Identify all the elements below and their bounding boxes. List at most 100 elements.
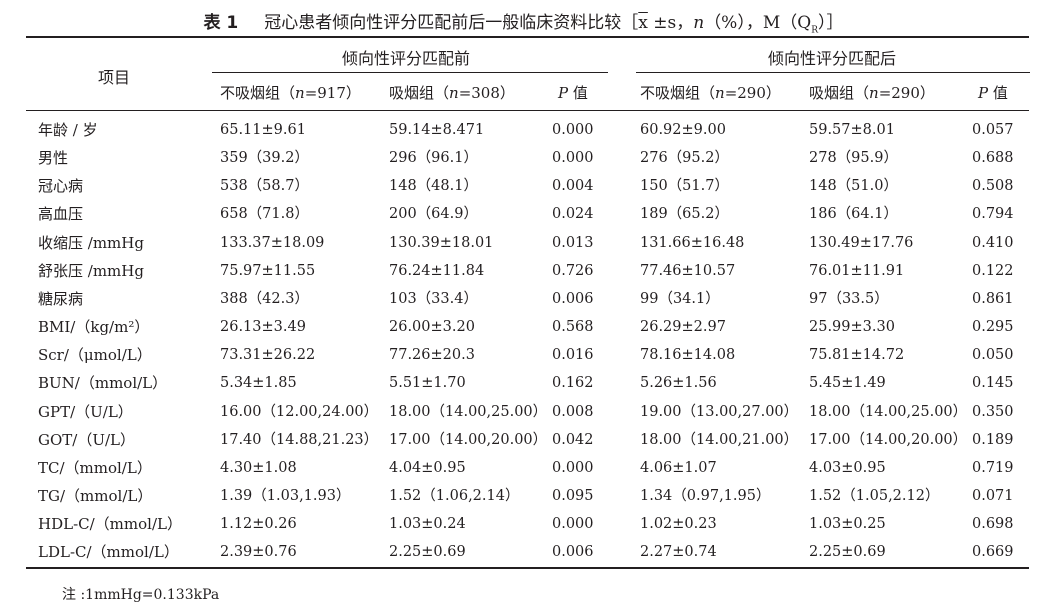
row-label: HDL-C/（mmol/L） xyxy=(38,515,182,534)
table-cell: 0.719 xyxy=(972,459,1014,476)
table-cell: 5.51±1.70 xyxy=(389,375,466,392)
column-header-italic: n xyxy=(449,84,459,102)
row-label: Scr/（μmol/L） xyxy=(38,346,152,365)
table-cell: 0.794 xyxy=(972,206,1014,223)
table-cell: 0.669 xyxy=(972,544,1014,561)
table-cell: 4.06±1.07 xyxy=(640,459,717,476)
table-cell: 1.02±0.23 xyxy=(640,516,717,533)
table-cell: 2.39±0.76 xyxy=(220,544,297,561)
row-label: 年龄 / 岁 xyxy=(38,121,98,139)
header-group-before: 倾向性评分匹配前 xyxy=(342,49,471,68)
row-label: BMI/（kg/m²） xyxy=(38,318,150,337)
table-cell: 200（64.9） xyxy=(389,206,478,223)
table-cell: 0.042 xyxy=(552,431,594,448)
table-cell: 0.095 xyxy=(552,487,594,504)
table-cell: 1.03±0.25 xyxy=(809,516,886,533)
column-header-italic: n xyxy=(869,84,879,102)
table-cell: 148（51.0） xyxy=(809,178,898,195)
table-cell: 0.000 xyxy=(552,150,594,167)
row-label: BUN/（mmol/L） xyxy=(38,374,168,393)
table-cell: 0.004 xyxy=(552,178,594,195)
table-cell: 17.40（14.88,21.23） xyxy=(220,431,379,448)
table-cell: 18.00（14.00,25.00） xyxy=(389,403,548,420)
table-cell: 0.295 xyxy=(972,319,1014,336)
table-cell: 5.45±1.49 xyxy=(809,375,886,392)
table-cell: 1.12±0.26 xyxy=(220,516,297,533)
column-header: P 值 xyxy=(978,82,1008,103)
table-cell: 5.26±1.56 xyxy=(640,375,717,392)
row-label: GPT/（U/L） xyxy=(38,402,133,421)
table-cell: 0.350 xyxy=(972,403,1014,420)
table-cell: 2.25±0.69 xyxy=(809,544,886,561)
table-cell: 359（39.2） xyxy=(220,150,309,167)
table-cell: 0.000 xyxy=(552,122,594,138)
table-cell: 2.27±0.74 xyxy=(640,544,717,561)
row-label: TC/（mmol/L） xyxy=(38,458,152,477)
table-cell: 25.99±3.30 xyxy=(809,319,895,336)
table-cell: 18.00（14.00,25.00） xyxy=(809,403,968,420)
table-cell: 130.39±18.01 xyxy=(389,234,494,251)
table-cell: 26.00±3.20 xyxy=(389,319,475,336)
table-cell: 17.00（14.00,20.00） xyxy=(389,431,548,448)
table-title: 冠心患者倾向性评分匹配前后一般临床资料比较［ xyxy=(264,13,639,33)
table-cell: 186（64.1） xyxy=(809,206,898,223)
table-cell: 73.31±26.22 xyxy=(220,347,316,364)
table-cell: 1.52（1.05,2.12） xyxy=(809,487,940,504)
table-cell: 103（33.4） xyxy=(389,290,478,307)
table-cell: 97（33.5） xyxy=(809,290,889,307)
table-cell: 77.46±10.57 xyxy=(640,262,736,279)
column-header-text: 不吸烟组（ xyxy=(640,84,716,102)
table-cell: 296（96.1） xyxy=(389,150,478,167)
column-header: 不吸烟组（n=290） xyxy=(640,82,781,103)
table-cell: 131.66±16.48 xyxy=(640,234,745,251)
table-cell: 0.006 xyxy=(552,544,594,561)
table-cell: 4.04±0.95 xyxy=(389,459,466,476)
table-note: 注 :1mmHg=0.133kPa xyxy=(62,587,220,603)
table-cell: 0.861 xyxy=(972,290,1014,307)
table-cell: 0.000 xyxy=(552,459,594,476)
table-cell: 148（48.1） xyxy=(389,178,478,195)
table-cell: 26.13±3.49 xyxy=(220,319,306,336)
row-label: 高血压 xyxy=(38,205,84,224)
formula-n: n xyxy=(693,13,705,33)
table-cell: 0.145 xyxy=(972,375,1014,392)
table-cell: 78.16±14.08 xyxy=(640,347,736,364)
column-header: 不吸烟组（n=917） xyxy=(220,82,361,103)
table-cell: 5.34±1.85 xyxy=(220,375,297,392)
table-cell: 19.00（13.00,27.00） xyxy=(640,403,799,420)
table-cell: 75.97±11.55 xyxy=(220,262,316,279)
table-cell: 130.49±17.76 xyxy=(809,234,914,251)
table-cell: 60.92±9.00 xyxy=(640,122,726,138)
column-header-text: =290） xyxy=(724,84,781,102)
table-cell: 76.24±11.84 xyxy=(389,262,485,279)
table-caption: 表 1 冠心患者倾向性评分匹配前后一般临床资料比较［x ±s，n（%），M（QR）… xyxy=(0,8,1047,35)
table-cell: 2.25±0.69 xyxy=(389,544,466,561)
table-cell: 0.508 xyxy=(972,178,1014,195)
header-item: 项目 xyxy=(98,68,131,87)
table-cell: 538（58.7） xyxy=(220,178,309,195)
table-cell: 59.57±8.01 xyxy=(809,122,895,138)
column-header-text: =308） xyxy=(458,84,515,102)
table-cell: 133.37±18.09 xyxy=(220,234,325,251)
header-bottom-rule xyxy=(26,110,1029,111)
table-cell: 0.189 xyxy=(972,431,1014,448)
table-cell: 4.30±1.08 xyxy=(220,459,297,476)
column-header-text: 吸烟组（ xyxy=(809,84,870,102)
row-label: 男性 xyxy=(38,149,69,168)
group-after-rule xyxy=(636,72,1030,73)
table-cell: 0.006 xyxy=(552,290,594,307)
row-label: TG/（mmol/L） xyxy=(38,486,153,505)
table-cell: 26.29±2.97 xyxy=(640,319,726,336)
table-cell: 388（42.3） xyxy=(220,290,309,307)
table-cell: 150（51.7） xyxy=(640,178,729,195)
row-label: 冠心病 xyxy=(38,177,84,196)
table-cell: 76.01±11.91 xyxy=(809,262,905,279)
bottom-rule xyxy=(26,567,1029,569)
top-rule xyxy=(26,36,1029,38)
column-header: P 值 xyxy=(558,82,588,103)
header-group-after: 倾向性评分匹配后 xyxy=(768,49,897,68)
table-cell: 0.410 xyxy=(972,234,1014,251)
table-cell: 17.00（14.00,20.00） xyxy=(809,431,968,448)
table-cell: 59.14±8.471 xyxy=(389,122,485,138)
column-header-text: 值 xyxy=(568,84,588,102)
